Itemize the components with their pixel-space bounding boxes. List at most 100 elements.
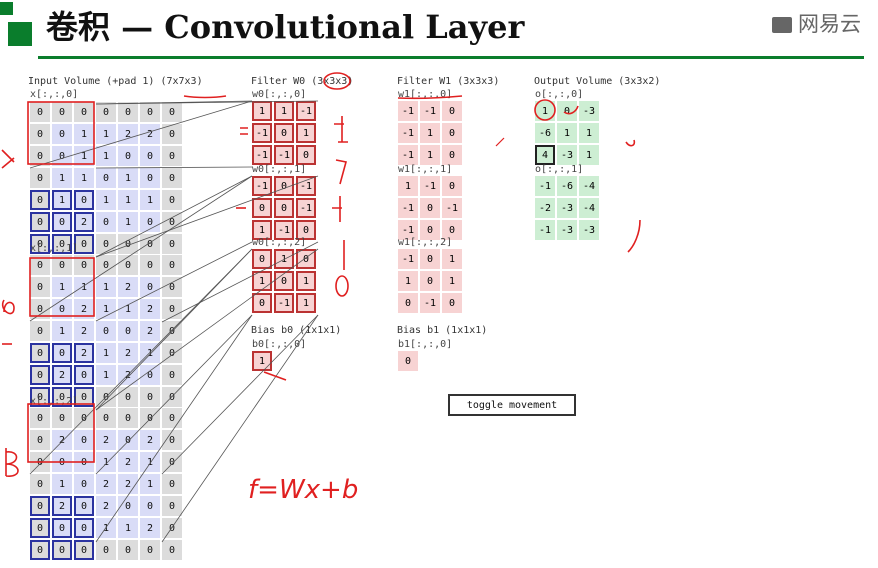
input-slice-2-cell: 0 xyxy=(162,518,182,538)
input-slice-2-cell: 0 xyxy=(30,496,50,516)
input-slice-2-label: x[:,:,2] xyxy=(30,396,79,407)
input-slice-1-cell: 2 xyxy=(140,299,160,319)
logo-square-small xyxy=(0,2,13,15)
input-slice-2-cell: 0 xyxy=(74,496,94,516)
filter1-slice-0-cell: 1 xyxy=(420,145,440,165)
filter1-slice-0-cell: -1 xyxy=(398,145,418,165)
input-slice-2-cell: 0 xyxy=(118,540,138,560)
input-slice-1-cell: 0 xyxy=(118,321,138,341)
input-slice-2-cell: 0 xyxy=(30,430,50,450)
bias1-sub-label: b1[:,:,0] xyxy=(398,339,453,350)
input-slice-1-cell: 2 xyxy=(118,365,138,385)
input-slice-2-cell: 0 xyxy=(74,430,94,450)
input-volume-label: Input Volume (+pad 1) (7x7x3) xyxy=(28,76,203,87)
red-mark-v xyxy=(625,139,636,147)
filter0-slice-2-cell: 1 xyxy=(296,271,316,291)
input-slice-1-cell: 0 xyxy=(52,299,72,319)
input-slice-2-cell: 2 xyxy=(52,430,72,450)
input-slice-1-cell: 0 xyxy=(30,277,50,297)
red-mark-seven xyxy=(335,159,347,185)
output-slice-0-cell: 4 xyxy=(535,145,555,165)
output-slice-1-cell: -1 xyxy=(535,176,555,196)
input-slice-2-cell: 0 xyxy=(162,430,182,450)
input-slice-2-cell: 0 xyxy=(52,540,72,560)
title-rule xyxy=(38,56,864,59)
filter0-slice-2-cell: 1 xyxy=(252,271,272,291)
input-slice-0-cell: 0 xyxy=(30,102,50,122)
red-mark-one-b xyxy=(332,196,342,222)
output-slice-1-cell: -3 xyxy=(557,220,577,240)
input-slice-0-cell: 2 xyxy=(74,212,94,232)
input-slice-1-cell: 0 xyxy=(162,299,182,319)
filter0-slice-2-cell: 1 xyxy=(274,249,294,269)
input-slice-2-cell: 0 xyxy=(118,408,138,428)
input-slice-0-cell: 1 xyxy=(96,190,116,210)
input-slice-0-cell: 1 xyxy=(74,168,94,188)
input-slice-0-cell: 0 xyxy=(118,146,138,166)
filter0-slice-0-grid: 1 1 -1 -1 0 1 -1 -1 0 xyxy=(252,101,318,167)
input-slice-1-cell: 1 xyxy=(52,277,72,297)
filter1-slice-2-cell: 0 xyxy=(420,249,440,269)
input-slice-0-cell: 2 xyxy=(140,124,160,144)
output-slice-1-cell: -4 xyxy=(579,198,599,218)
input-slice-1-cell: 0 xyxy=(96,387,116,407)
toggle-movement-button[interactable]: toggle movement xyxy=(448,394,576,416)
input-slice-0-cell: 1 xyxy=(52,190,72,210)
input-slice-0-label: x[:,:,0] xyxy=(30,89,79,100)
filter1-slice-1-cell: -1 xyxy=(398,198,418,218)
output-slice-1-cell: -3 xyxy=(557,198,577,218)
input-slice-1-cell: 0 xyxy=(140,277,160,297)
output-slice-0-label: o[:,:,0] xyxy=(535,89,584,100)
input-slice-2-cell: 0 xyxy=(74,408,94,428)
filter0-slice-0-cell: 1 xyxy=(252,101,272,121)
input-slice-1-cell: 0 xyxy=(162,343,182,363)
input-slice-2-cell: 0 xyxy=(118,496,138,516)
red-mark-r xyxy=(1,149,15,169)
input-slice-1-cell: 2 xyxy=(74,321,94,341)
output-slice-1-cell: -6 xyxy=(557,176,577,196)
input-slice-1-cell: 0 xyxy=(162,277,182,297)
filter0-slice-0-cell: 1 xyxy=(296,123,316,143)
input-slice-1-cell: 1 xyxy=(96,299,116,319)
filter0-slice-1-cell: -1 xyxy=(296,198,316,218)
input-slice-0-cell: 0 xyxy=(140,146,160,166)
filter0-slice-2-cell: -1 xyxy=(274,293,294,313)
input-slice-0-cell: 1 xyxy=(74,124,94,144)
input-slice-2-cell: 0 xyxy=(30,452,50,472)
filter0-slice-2-grid: 0 1 0 1 0 1 0 -1 1 xyxy=(252,249,318,315)
output-slice-0-cell: 1 xyxy=(535,101,555,121)
filter1-slice-1-cell: 0 xyxy=(420,198,440,218)
filter1-slice-0-cell: 0 xyxy=(442,123,462,143)
input-slice-2-cell: 2 xyxy=(118,474,138,494)
input-slice-1-cell: 1 xyxy=(74,277,94,297)
input-slice-0-cell: 1 xyxy=(96,124,116,144)
filter0-slice-0-cell: 0 xyxy=(274,123,294,143)
filter0-slice-2-cell: 0 xyxy=(296,249,316,269)
bias0-sub-label: b0[:,:,0] xyxy=(252,339,307,350)
output-slice-1-cell: -1 xyxy=(535,220,555,240)
filter1-slice-0-cell: -1 xyxy=(420,101,440,121)
input-slice-1-cell: 0 xyxy=(30,255,50,275)
input-slice-0-cell: 0 xyxy=(162,102,182,122)
filter1-slice-2-cell: 1 xyxy=(442,249,462,269)
output-slice-0-cell: 1 xyxy=(557,123,577,143)
input-slice-0-cell: 0 xyxy=(118,102,138,122)
input-slice-1-cell: 0 xyxy=(162,365,182,385)
input-slice-2-cell: 2 xyxy=(96,474,116,494)
input-slice-0-cell: 0 xyxy=(96,168,116,188)
input-slice-1-cell: 0 xyxy=(118,387,138,407)
red-underline-input-size xyxy=(183,95,227,99)
input-slice-1-cell: 0 xyxy=(30,299,50,319)
logo-square-large xyxy=(8,22,32,46)
input-slice-0-cell: 0 xyxy=(52,102,72,122)
input-slice-2-cell: 0 xyxy=(162,474,182,494)
output-slice-0-cell: -6 xyxy=(535,123,555,143)
filter1-slice-1-label: w1[:,:,1] xyxy=(398,164,453,175)
output-slice-0-grid: 1 0 -3 -6 1 1 4 -3 1 xyxy=(535,101,601,167)
input-slice-0-cell: 0 xyxy=(30,168,50,188)
filter1-label: Filter W1 (3x3x3) xyxy=(397,76,500,87)
input-slice-2-cell: 0 xyxy=(30,408,50,428)
input-slice-1-cell: 0 xyxy=(30,343,50,363)
